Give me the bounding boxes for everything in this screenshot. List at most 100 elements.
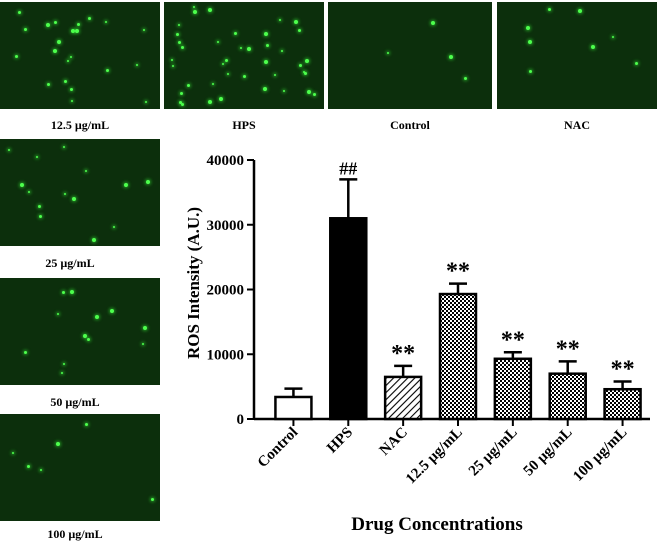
fluorescent-cell	[142, 342, 145, 345]
fluorescent-cell	[144, 101, 147, 104]
fluorescent-cell	[17, 10, 21, 14]
bar	[438, 292, 478, 421]
fluorescent-cell	[38, 214, 42, 218]
fluorescent-cell	[46, 82, 50, 86]
fluorescent-cell	[52, 48, 57, 53]
fluorescent-cell	[239, 46, 242, 49]
fluorescent-cell	[181, 103, 185, 107]
fluorescent-cell	[77, 23, 81, 27]
y-tick-label: 40000	[207, 153, 245, 169]
fluorescent-cell	[142, 29, 145, 32]
fluorescent-cell	[294, 20, 299, 25]
fluorescent-cell	[227, 73, 230, 76]
micrograph-hps	[164, 2, 324, 109]
bar	[493, 357, 533, 421]
fluorescent-cell	[61, 290, 65, 294]
fluorescent-cell	[84, 170, 87, 173]
fluorescent-cell	[282, 90, 285, 93]
caption-50: 50 µg/mL	[50, 395, 100, 409]
fluorescent-cell	[142, 326, 147, 331]
fluorescent-cell	[449, 55, 454, 60]
fluorescent-cell	[62, 362, 65, 365]
fluorescent-cell	[281, 50, 284, 53]
fluorescent-cell	[307, 90, 312, 95]
fluorescent-cell	[69, 88, 73, 92]
fluorescent-cell	[55, 442, 60, 447]
significance-label: **	[501, 327, 525, 353]
fluorescent-cell	[24, 27, 28, 31]
fluorescent-cell	[548, 8, 552, 12]
fluorescent-cell	[95, 314, 100, 319]
fluorescent-cell	[212, 83, 215, 86]
fluorescent-cell	[216, 41, 219, 44]
fluorescent-cell	[46, 22, 51, 27]
x-tick-label: HPS	[324, 425, 356, 457]
fluorescent-cell	[70, 55, 73, 58]
x-tick-label: Control	[255, 425, 301, 471]
x-axis-label: Drug Concentrations	[351, 514, 523, 535]
fluorescent-cell	[302, 70, 305, 73]
fluorescent-cell	[92, 237, 97, 242]
fluorescent-cell	[264, 60, 269, 65]
fluorescent-cell	[528, 70, 532, 74]
fluorescent-cell	[172, 64, 175, 67]
y-tick-label: 0	[237, 412, 245, 428]
fluorescent-cell	[8, 148, 11, 151]
fluorescent-cell	[70, 99, 73, 102]
micrograph-nac	[497, 2, 657, 109]
significance-label: **	[391, 341, 415, 367]
fluorescent-cell	[179, 101, 183, 105]
bar	[329, 217, 368, 421]
fluorescent-cell	[303, 72, 307, 76]
fluorescent-cell	[233, 31, 237, 35]
fluorescent-cell	[635, 61, 639, 65]
significance-label: ##	[339, 158, 357, 178]
y-axis-label: ROS Intensity (A.U.)	[184, 207, 203, 359]
fluorescent-cell	[175, 33, 179, 37]
y-tick-label: 10000	[207, 347, 245, 363]
fluorescent-cell	[150, 497, 154, 501]
fluorescent-cell	[64, 80, 68, 84]
bar	[383, 375, 423, 421]
fluorescent-cell	[208, 99, 212, 104]
fluorescent-cell	[590, 44, 595, 49]
fluorescent-cell	[207, 8, 212, 13]
fluorescent-cell	[171, 58, 174, 61]
caption-nac: NAC	[564, 118, 590, 132]
caption-100: 100 µg/mL	[47, 527, 103, 541]
fluorescent-cell	[74, 29, 79, 34]
fluorescent-cell	[177, 40, 181, 44]
fluorescent-cell	[124, 183, 129, 188]
fluorescent-cell	[313, 92, 317, 96]
fluorescent-cell	[242, 74, 246, 78]
micrograph-50	[0, 278, 160, 385]
fluorescent-cell	[263, 87, 268, 92]
fluorescent-cell	[180, 45, 184, 49]
fluorescent-cell	[247, 47, 252, 52]
fluorescent-cell	[104, 21, 107, 24]
fluorescent-cell	[110, 309, 115, 314]
fluorescent-cell	[279, 18, 282, 21]
caption-control: Control	[390, 118, 430, 132]
fluorescent-cell	[464, 76, 468, 80]
fluorescent-cell	[274, 74, 277, 77]
x-tick-label: 12.5 µg/mL	[403, 425, 466, 488]
fluorescent-cell	[146, 180, 151, 185]
fluorescent-cell	[19, 182, 24, 187]
fluorescent-cell	[430, 21, 435, 26]
fluorescent-cell	[23, 351, 27, 355]
micrograph-12-5	[0, 2, 160, 109]
fluorescent-cell	[40, 469, 43, 472]
fluorescent-cell	[135, 63, 138, 66]
x-tick-label: NAC	[377, 425, 411, 459]
fluorescent-cell	[35, 156, 38, 159]
fluorescent-cell	[27, 465, 31, 469]
x-tick-label: 100 µg/mL	[570, 425, 630, 485]
caption-hps: HPS	[232, 118, 256, 132]
significance-label: **	[556, 336, 580, 362]
fluorescent-cell	[64, 192, 67, 195]
fluorescent-cell	[527, 39, 532, 44]
fluorescent-cell	[263, 32, 268, 37]
fluorescent-cell	[66, 59, 69, 62]
